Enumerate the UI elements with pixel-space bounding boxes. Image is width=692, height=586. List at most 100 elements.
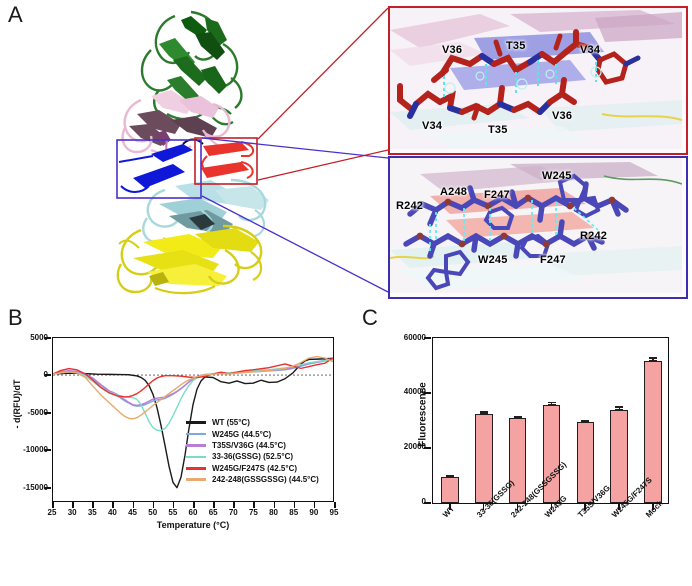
bar-2[interactable] [508, 418, 527, 503]
category-label-0: WT [440, 504, 457, 520]
melt-curve-series-5 [53, 357, 333, 419]
legend-swatch-2 [186, 444, 206, 447]
legend-label-1: W245G (44.5°C) [212, 429, 272, 439]
legend-swatch-3 [186, 455, 206, 459]
residue-label-v34-top: V34 [580, 44, 601, 56]
c-y-tick-40000 [424, 392, 431, 394]
panel-c-y-axis-title: Fluorescence [417, 382, 429, 447]
b-x-tick-60 [193, 502, 195, 508]
c-y-tick-60000 [424, 337, 431, 339]
legend-swatch-1 [186, 432, 206, 436]
b-x-tick-label-50: 50 [148, 508, 158, 517]
b-x-tick-label-45: 45 [128, 508, 138, 517]
y-tick-5000 [45, 337, 51, 339]
bar-5[interactable] [610, 409, 628, 503]
b-x-tick-95 [334, 502, 336, 508]
bar-3[interactable] [542, 405, 561, 503]
residue-label-f247-top: F247 [484, 189, 510, 201]
b-x-tick-label-65: 65 [208, 508, 218, 517]
legend-label-5: 242-248(GSSGSSG) (44.5°C) [212, 475, 319, 485]
c-x-tick-0 [448, 504, 451, 510]
y-tick-label--15000: -15000 [23, 483, 48, 492]
c-y-tick-0 [424, 502, 431, 504]
error-cap-3-0 [547, 402, 556, 404]
beta-strands-red [201, 141, 255, 179]
panel-a-structure: A [8, 2, 688, 299]
domain-ch-yellow [116, 224, 263, 295]
legend-row-5[interactable]: 242-248(GSSGSSG) (44.5°C) [186, 474, 319, 485]
c-x-tick-3 [550, 504, 553, 510]
legend-label-4: W245G/F247S (42.5°C) [212, 463, 298, 473]
panel-b-melt-curve: B - d(RFU)/dT 5000 0 -5000 -10000 -15000… [0, 305, 352, 586]
b-x-tick-55 [172, 502, 175, 508]
panel-c-fluorescence-bar: C Fluorescence 60000 40000 20000 0 WT33-… [352, 305, 692, 586]
b-x-tick-90 [313, 502, 316, 508]
legend-row-2[interactable]: T35S/V36G (44.5°C) [186, 440, 319, 451]
error-cap-6-0 [649, 357, 658, 359]
error-cap-2-1 [513, 416, 522, 419]
panel-b-x-axis-title: Temperature (°C) [156, 520, 230, 530]
b-x-tick-label-60: 60 [188, 508, 198, 517]
residue-label-v36-bottom: V36 [552, 110, 573, 122]
b-x-tick-label-90: 90 [309, 508, 319, 517]
b-x-tick-30 [72, 502, 74, 508]
legend-row-4[interactable]: W245G/F247S (42.5°C) [186, 463, 319, 474]
inset-blue-rendering [390, 158, 682, 293]
error-cap-1-0 [479, 411, 488, 413]
y-tick-0 [45, 374, 51, 376]
b-x-tick-label-75: 75 [248, 508, 258, 517]
residue-label-v36-top: V36 [442, 44, 463, 56]
c-y-tick-label-60000: 60000 [403, 333, 426, 342]
b-x-tick-label-25: 25 [47, 508, 57, 517]
melt-curve-series-4 [53, 358, 333, 397]
c-x-tick-4 [584, 504, 586, 510]
b-x-tick-35 [92, 502, 94, 508]
residue-label-t35-bottom: T35 [488, 124, 508, 136]
y-tick--10000 [45, 449, 51, 451]
c-y-tick-label-20000: 20000 [403, 442, 426, 451]
bar-6[interactable] [644, 361, 662, 503]
legend-label-2: T35S/V36G (44.5°C) [212, 440, 286, 450]
residue-label-f247-bottom: F247 [540, 254, 566, 266]
residue-label-t35-top: T35 [506, 40, 526, 52]
inset-red-rendering [390, 8, 682, 149]
residue-label-a248: A248 [440, 186, 468, 198]
bar-1[interactable] [474, 414, 493, 503]
melt-curve-series-0 [53, 358, 333, 487]
b-x-tick-75 [253, 502, 255, 508]
b-x-tick-50 [152, 502, 155, 508]
error-cap-5-1 [615, 408, 624, 411]
residue-label-w245-top: W245 [542, 170, 572, 182]
y-tick-label--5000: -5000 [27, 408, 48, 417]
c-y-tick-label-40000: 40000 [403, 387, 426, 396]
c-y-tick-20000 [424, 447, 431, 449]
ribbon-diagram [116, 10, 269, 295]
inset-red-panel: V36 T35 V34 V34 T35 V36 [388, 6, 688, 155]
bar-4[interactable] [576, 422, 595, 503]
y-tick-label-0: 0 [4, 370, 48, 379]
legend-row-1[interactable]: W245G (44.5°C) [186, 428, 319, 439]
bar-0[interactable] [441, 477, 459, 503]
legend-swatch-5 [186, 478, 206, 481]
domain-vl-pink [121, 90, 231, 159]
c-x-tick-5 [618, 504, 620, 510]
panel-b-plot-area [52, 337, 334, 502]
panel-b-legend: WT (55°C) W245G (44.5°C) T35S/V36G (44.5°C… [186, 417, 319, 485]
error-cap-2-0 [513, 415, 522, 417]
error-cap-0-1 [445, 476, 454, 478]
inset-blue-panel: W245 A248 F247 R242 R242 W245 F247 [388, 156, 688, 299]
error-cap-1-1 [479, 413, 488, 415]
legend-row-0[interactable]: WT (55°C) [186, 417, 319, 428]
y-tick-label-5000: 5000 [30, 333, 48, 342]
error-cap-5-0 [615, 406, 624, 408]
beta-strands-blue [118, 138, 204, 193]
b-x-tick-25 [52, 502, 54, 508]
y-tick--15000 [45, 487, 51, 489]
c-x-tick-1 [482, 504, 485, 510]
residue-label-r242-left: R242 [396, 200, 424, 212]
b-x-tick-label-85: 85 [289, 508, 299, 517]
b-x-tick-70 [233, 502, 235, 508]
b-x-tick-label-95: 95 [329, 508, 339, 517]
legend-row-3[interactable]: 33-36(GSSG) (52.5°C) [186, 451, 319, 462]
b-x-tick-45 [132, 502, 135, 508]
